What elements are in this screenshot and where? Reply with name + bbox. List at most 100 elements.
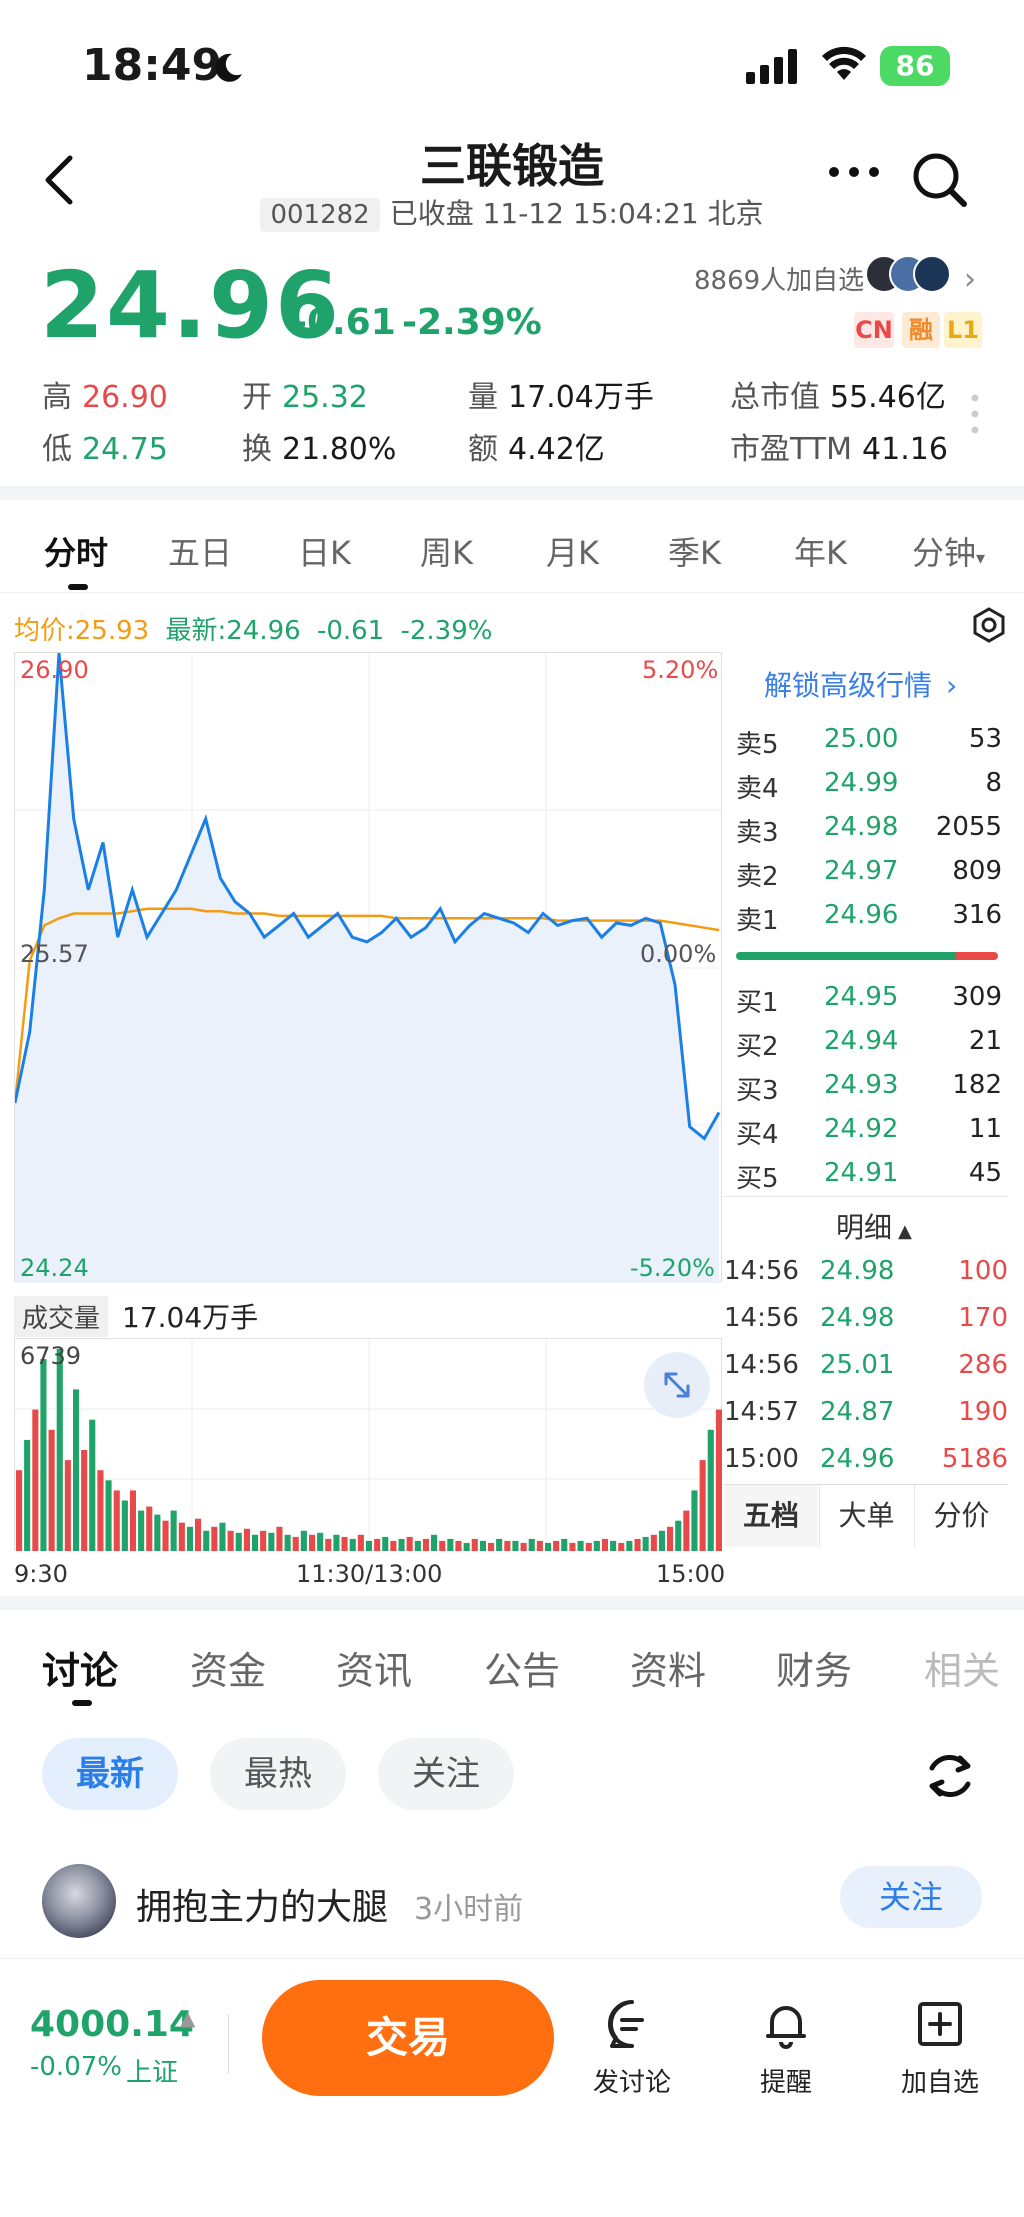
volume-bar <box>186 1526 193 1551</box>
watcher-avatars[interactable] <box>864 254 954 294</box>
post-author[interactable]: 拥抱主力的大腿 <box>136 1887 389 1928</box>
filter-following[interactable]: 关注 <box>378 1738 514 1810</box>
tab-yearly-k[interactable]: 年K <box>794 534 847 572</box>
volume-bar <box>89 1419 96 1551</box>
tab-minute[interactable]: 分钟▾ <box>912 534 986 572</box>
unlock-advanced-quotes-link[interactable]: 解锁高级行情 › <box>764 669 958 702</box>
volume-value: 17.04万手 <box>122 1301 259 1334</box>
volume-bar <box>24 1439 31 1551</box>
volume-bar <box>309 1534 316 1551</box>
current-price: 24.96 <box>40 252 342 359</box>
add-watchlist-button[interactable]: 加自选 <box>880 1998 1000 2099</box>
volume-chart-svg <box>15 1339 723 1551</box>
expand-chart-button[interactable] <box>644 1352 710 1418</box>
pct-axis-mid-label: 0.00% <box>640 940 717 968</box>
tab-financials[interactable]: 财务 <box>776 1649 853 1693</box>
stat-turnover: 换 21.80% <box>242 432 397 467</box>
more-stats-icon[interactable] <box>970 392 980 440</box>
volume-bar <box>227 1530 234 1551</box>
volume-bar <box>447 1538 454 1551</box>
tab-monthly-k[interactable]: 月K <box>546 534 599 572</box>
volume-label: 成交量 <box>14 1296 109 1337</box>
y-axis-top-label: 26.90 <box>20 656 89 684</box>
ask-row: 卖2 24.97 809 <box>736 856 1002 892</box>
tab-quarterly-k[interactable]: 季K <box>668 534 721 572</box>
chat-icon <box>608 2000 644 2048</box>
volume-bar <box>512 1540 519 1551</box>
tab-weekly-k[interactable]: 周K <box>420 534 473 572</box>
section-divider <box>0 1596 1024 1610</box>
volume-bar <box>431 1534 438 1551</box>
volume-bar <box>593 1540 600 1551</box>
trade-button[interactable]: 交易 <box>262 1980 554 2096</box>
volume-bar <box>463 1542 470 1551</box>
back-button[interactable] <box>40 150 80 210</box>
volume-bar <box>129 1490 136 1551</box>
volume-bar <box>121 1500 128 1551</box>
tab-daily-k[interactable]: 日K <box>298 534 351 572</box>
volume-bar <box>64 1460 71 1551</box>
trade-detail-toggle[interactable]: 明细 ▲ <box>836 1211 912 1244</box>
volume-bar <box>715 1409 722 1551</box>
tag-margin: 融 <box>902 312 940 348</box>
chevron-right-icon[interactable]: › <box>964 262 976 297</box>
ask-row: 卖4 24.99 8 <box>736 768 1002 804</box>
stock-code: 001282 <box>260 198 380 232</box>
volume-bar <box>162 1520 169 1551</box>
x-axis-mid-label: 11:30/13:00 <box>296 1560 443 1588</box>
volume-bar <box>658 1530 665 1551</box>
battery-indicator: 86 <box>880 46 950 86</box>
volume-bar <box>398 1538 405 1551</box>
volume-bar <box>561 1538 568 1551</box>
volume-bar <box>268 1532 275 1551</box>
tab-five-levels[interactable]: 五档 <box>724 1485 818 1547</box>
tab-funds[interactable]: 资金 <box>190 1649 267 1693</box>
watchers-count[interactable]: 8869人加自选 <box>694 266 865 296</box>
more-options-button[interactable] <box>826 160 882 188</box>
tab-intraday[interactable]: 分时 <box>44 534 109 572</box>
volume-bar <box>357 1534 364 1551</box>
follow-button[interactable]: 关注 <box>840 1866 982 1928</box>
filter-latest[interactable]: 最新 <box>42 1738 178 1810</box>
volume-bar <box>390 1540 397 1551</box>
x-axis-start-label: 9:30 <box>14 1560 68 1588</box>
volume-bar <box>32 1409 39 1551</box>
volume-bar <box>439 1540 446 1551</box>
tab-large-orders[interactable]: 大单 <box>819 1485 913 1547</box>
bid-row: 买4 24.92 11 <box>736 1114 1002 1150</box>
caret-up-icon: ▲ <box>180 2006 196 2030</box>
volume-bar <box>667 1526 674 1551</box>
tab-related[interactable]: 相关 <box>924 1649 1001 1693</box>
tab-announcements[interactable]: 公告 <box>484 1649 561 1693</box>
volume-bar <box>455 1540 462 1551</box>
avatar[interactable] <box>42 1864 116 1938</box>
volume-bar <box>374 1538 381 1551</box>
volume-chart[interactable] <box>14 1338 723 1551</box>
volume-max-label: 6739 <box>20 1342 82 1370</box>
refresh-icon[interactable] <box>920 1746 980 1810</box>
volume-bar <box>178 1522 185 1551</box>
intraday-chart[interactable] <box>13 652 723 1283</box>
tab-profile[interactable]: 资料 <box>630 1649 707 1693</box>
volume-bar <box>536 1540 543 1551</box>
index-value[interactable]: 4000.14 <box>30 2004 194 2045</box>
index-change: -0.07% <box>30 2052 122 2082</box>
market-status: 已收盘 11-12 15:04:21 北京 <box>389 197 764 230</box>
volume-bar <box>235 1532 242 1551</box>
search-button[interactable] <box>910 150 970 214</box>
volume-bar <box>317 1532 324 1551</box>
volume-bar <box>211 1526 218 1551</box>
volume-bar <box>195 1518 202 1551</box>
tab-five-day[interactable]: 五日 <box>168 534 233 572</box>
tab-news[interactable]: 资讯 <box>336 1649 413 1693</box>
chart-settings-icon[interactable] <box>970 606 1008 648</box>
tag-cn: CN <box>854 312 894 348</box>
volume-bar <box>260 1530 267 1551</box>
volume-bar <box>610 1540 617 1551</box>
volume-bar <box>284 1534 291 1551</box>
tab-price-distribution[interactable]: 分价 <box>914 1485 1008 1547</box>
post-discussion-button[interactable]: 发讨论 <box>572 1998 692 2099</box>
tab-discussion[interactable]: 讨论 <box>42 1649 119 1693</box>
alert-button[interactable]: 提醒 <box>726 1998 846 2099</box>
filter-hottest[interactable]: 最热 <box>210 1738 346 1810</box>
